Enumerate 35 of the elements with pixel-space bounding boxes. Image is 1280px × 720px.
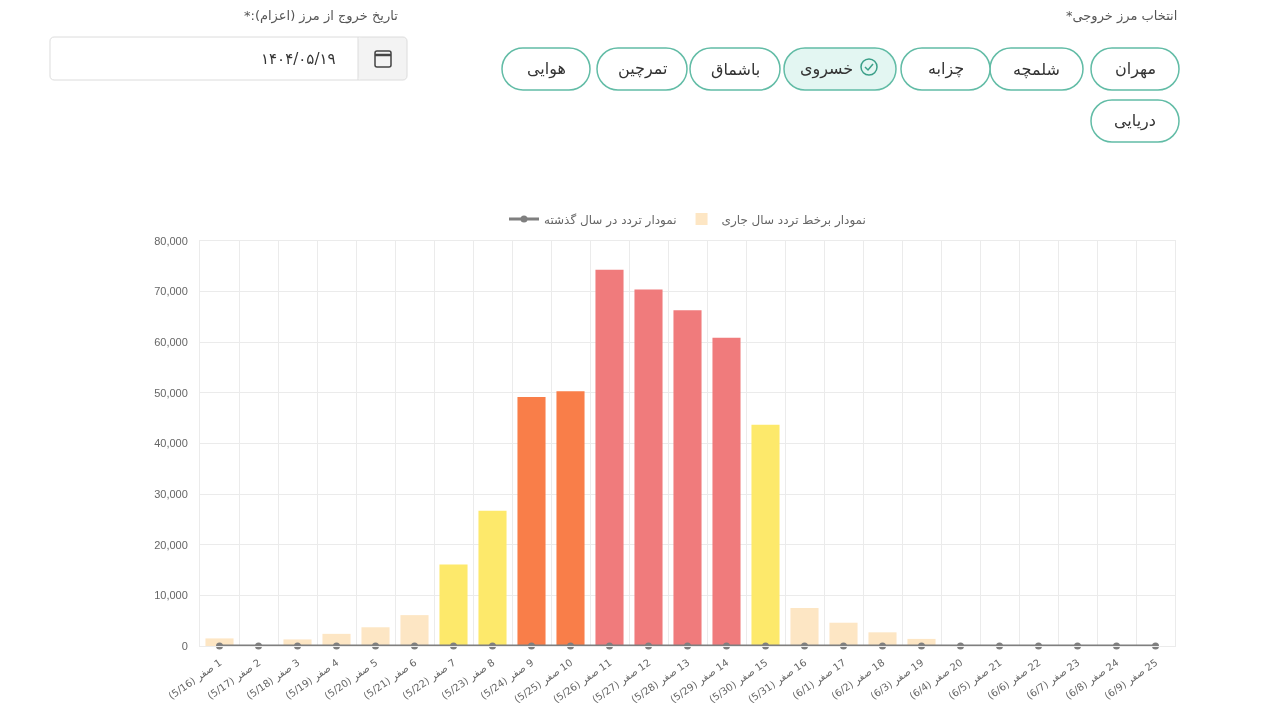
bar	[751, 424, 780, 646]
text: تاریخ خروج از مرز (اعزام):*	[244, 8, 399, 24]
bar	[829, 622, 858, 646]
y-tick-label: 30,000	[154, 487, 188, 500]
text: ۱۴۰۴/۰۵/۱۹	[261, 50, 336, 68]
y-tick-label: 70,000	[154, 285, 188, 298]
bar	[478, 510, 507, 646]
bar	[595, 269, 624, 646]
bar	[517, 396, 546, 646]
bar	[361, 627, 390, 646]
bar	[790, 608, 819, 646]
legend-label: نمودار تردد در سال گذشته	[544, 212, 677, 228]
text: مهران	[1115, 59, 1156, 79]
legend-label: نمودار برخط تردد سال جاری	[721, 212, 866, 228]
bar	[634, 289, 663, 646]
text: باشماق	[711, 60, 761, 79]
text: چزابه	[928, 59, 965, 79]
y-tick-label: 0	[181, 639, 188, 652]
bar	[673, 310, 702, 646]
text: دریایی	[1114, 111, 1156, 131]
text: تمرچین	[618, 59, 668, 79]
bar	[556, 391, 585, 646]
y-tick-label: 80,000	[154, 234, 188, 247]
y-tick-label: 40,000	[154, 437, 188, 450]
y-tick-label: 20,000	[154, 538, 188, 551]
y-tick-label: 60,000	[154, 336, 188, 349]
text: هوایی	[527, 59, 566, 79]
bar	[439, 564, 468, 646]
y-tick-label: 50,000	[154, 386, 188, 399]
bar	[712, 337, 741, 646]
text: انتخاب مرز خروجی*	[1066, 8, 1178, 24]
text: شلمچه	[1013, 60, 1060, 79]
bar	[400, 615, 429, 646]
text: خسروی	[800, 59, 854, 79]
y-tick-label: 10,000	[154, 589, 188, 602]
